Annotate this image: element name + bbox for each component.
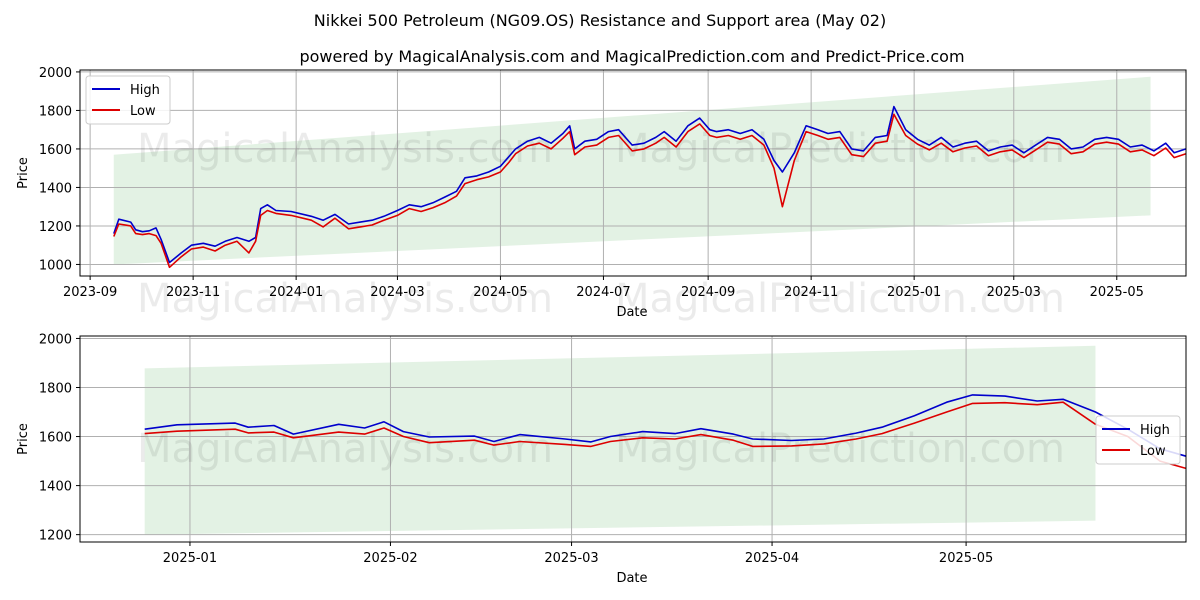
- top-x-tick-label: 2024-07: [576, 285, 630, 300]
- bottom-x-tick-label: 2025-01: [163, 551, 217, 566]
- top-x-tick-label: 2024-01: [269, 285, 323, 300]
- top-panel: MagicalAnalysis.com MagicalPrediction.co…: [16, 66, 1187, 322]
- bottom-x-tick-label: 2025-05: [939, 551, 993, 566]
- top-ylabel: Price: [16, 157, 31, 189]
- bottom-series-high-line: [144, 394, 1187, 457]
- bottom-y-tick-label: 1200: [39, 529, 72, 544]
- top-x-tick-label: 2025-05: [1090, 285, 1144, 300]
- bottom-panel: MagicalAnalysis.com MagicalPrediction.co…: [16, 332, 1187, 586]
- bottom-y-tick-label: 1800: [39, 382, 72, 397]
- chart-title: Nikkei 500 Petroleum (NG09.OS) Resistanc…: [314, 11, 886, 30]
- bottom-series-low-line: [144, 401, 1187, 470]
- top-xlabel: Date: [616, 305, 647, 320]
- top-y-tick-label: 1600: [39, 143, 72, 158]
- top-plot-frame: [79, 69, 1187, 277]
- bottom-legend: High Low: [1095, 415, 1181, 465]
- top-watermark-prediction: MagicalPrediction.com: [615, 126, 1065, 172]
- bottom-ylabel: Price: [16, 423, 31, 455]
- bottom-plot-frame: [79, 335, 1187, 543]
- top-legend-high-label: High: [130, 83, 160, 98]
- bottom-x-tick-label: 2025-03: [544, 551, 598, 566]
- bottom-legend-low-label: Low: [1140, 444, 1166, 459]
- bottom-x-tick-label: 2025-04: [745, 551, 799, 566]
- top-legend: High Low: [85, 75, 171, 125]
- top-watermark-prediction-lower: MagicalPrediction.com: [615, 276, 1065, 322]
- top-x-tick-label: 2023-09: [63, 285, 117, 300]
- top-y-tick-label: 1000: [39, 258, 72, 273]
- top-x-tick-label: 2024-09: [681, 285, 735, 300]
- bottom-watermark-analysis: MagicalAnalysis.com: [137, 426, 553, 472]
- top-series-low-line: [113, 113, 1187, 269]
- top-y-tick-label: 1200: [39, 220, 72, 235]
- bottom-legend-high-label: High: [1140, 423, 1170, 438]
- bottom-y-tick-label: 1400: [39, 480, 72, 495]
- top-x-tick-label: 2025-03: [987, 285, 1041, 300]
- bottom-y-tick-label: 1600: [39, 431, 72, 446]
- top-watermark-analysis: MagicalAnalysis.com: [137, 126, 553, 172]
- top-watermark-analysis-lower: MagicalAnalysis.com: [137, 276, 553, 322]
- top-x-tick-label: 2024-05: [473, 285, 527, 300]
- top-x-tick-label: 2025-01: [887, 285, 941, 300]
- top-y-tick-label: 2000: [39, 66, 72, 81]
- top-x-tick-label: 2024-03: [370, 285, 424, 300]
- top-legend-low-label: Low: [130, 104, 156, 119]
- bottom-xlabel: Date: [616, 571, 647, 586]
- chart-subtitle: powered by MagicalAnalysis.com and Magic…: [299, 47, 964, 66]
- bottom-watermark-prediction: MagicalPrediction.com: [615, 426, 1065, 472]
- top-y-tick-label: 1400: [39, 181, 72, 196]
- top-x-tick-label: 2024-11: [784, 285, 838, 300]
- bottom-x-tick-label: 2025-02: [363, 551, 417, 566]
- top-x-tick-label: 2023-11: [166, 285, 220, 300]
- top-series-high-line: [113, 105, 1187, 264]
- top-y-tick-label: 1800: [39, 104, 72, 119]
- bottom-y-tick-label: 2000: [39, 332, 72, 347]
